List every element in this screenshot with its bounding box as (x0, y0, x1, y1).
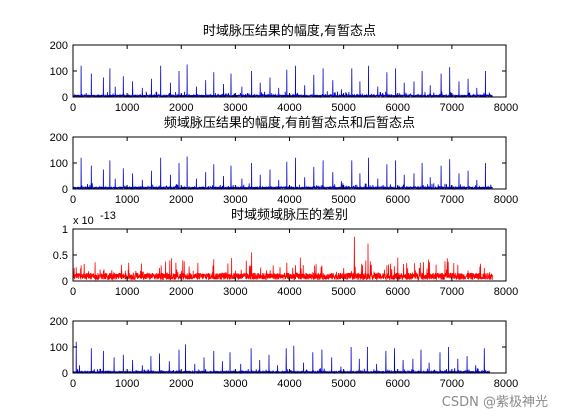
subplot-title: 时域脉压结果的幅度,有暂态点 (203, 23, 376, 39)
x-tick-label: 8000 (494, 378, 518, 390)
x-tick-label: 6000 (386, 286, 410, 298)
x-tick-label: 5000 (331, 194, 355, 206)
axes-box (72, 136, 507, 190)
x-tick-label: 5000 (331, 378, 355, 390)
x-tick-label: 8000 (494, 102, 518, 114)
axes-box (72, 228, 507, 282)
data-series-line (72, 236, 493, 282)
x-tick-label: 3000 (223, 286, 247, 298)
x-tick-label: 4000 (277, 102, 301, 114)
x-tick-label: 4000 (277, 286, 301, 298)
x-tick-label: 6000 (386, 194, 410, 206)
x-tick-label: 7000 (440, 194, 464, 206)
y-tick-label: 100 (50, 342, 68, 354)
data-series-line (72, 341, 490, 375)
x-tick-label: 5000 (331, 286, 355, 298)
x-tick-label: 8000 (494, 286, 518, 298)
x-tick-label: 1000 (115, 194, 139, 206)
x-tick-label: 0 (70, 102, 76, 114)
x-tick-label: 0 (70, 194, 76, 206)
x-tick-label: 6000 (386, 378, 410, 390)
y-tick-label: 100 (50, 158, 68, 170)
y-tick-label: 200 (50, 132, 68, 144)
x-tick-label: 2000 (169, 378, 193, 390)
subplot-3: 0 1000 2000 3000 4000 5000 6000 7000 8000 0 0.5 1 x … (53, 207, 519, 298)
x-tick-label: 8000 (494, 194, 518, 206)
x-tick-label: 1000 (115, 378, 139, 390)
x-tick-label: 7000 (440, 102, 464, 114)
subplot-title: 时域频域脉压的差别 (231, 207, 348, 223)
subplot-1: 0 1000 2000 3000 4000 5000 6000 7000 8000 0 100 200… (50, 23, 519, 114)
x-tick-label: 3000 (223, 102, 247, 114)
subplot-title: 频域脉压结果的幅度,有前暂态点和后暂态点 (164, 115, 415, 131)
x-tick-label: 6000 (386, 102, 410, 114)
subplot-2: 0 1000 2000 3000 4000 5000 6000 7000 8000 0 100 200… (50, 115, 519, 206)
axes-box (72, 320, 507, 374)
watermark: CSDN @紫极神光 (442, 395, 548, 410)
subplot-4: 0 1000 2000 3000 4000 5000 6000 7000 8000 0 100 200 (50, 316, 519, 390)
x-tick-label: 2000 (169, 102, 193, 114)
y-tick-label: 0 (62, 92, 68, 104)
x-tick-label: 2000 (169, 194, 193, 206)
x-tick-label: 4000 (277, 378, 301, 390)
x-tick-label: 7000 (440, 286, 464, 298)
y-tick-label: 200 (50, 40, 68, 52)
axes-box (72, 44, 507, 98)
y-tick-label: 100 (50, 66, 68, 78)
y-tick-label: 1 (62, 224, 68, 236)
y-tick-label: 200 (50, 316, 68, 328)
x-tick-label: 7000 (440, 378, 464, 390)
x-tick-label: 0 (70, 378, 76, 390)
x-tick-label: 0 (70, 286, 76, 298)
y-tick-label: 0 (62, 368, 68, 380)
y-tick-label: 0.5 (53, 250, 68, 262)
y-tick-label: 0 (62, 276, 68, 288)
x-tick-label: 1000 (115, 102, 139, 114)
y-exponent-power: -13 (100, 210, 116, 222)
data-series-line (72, 64, 493, 99)
data-series-line (72, 156, 493, 191)
x-tick-label: 5000 (331, 102, 355, 114)
y-exponent-label: x 10 (73, 215, 94, 227)
x-tick-label: 1000 (115, 286, 139, 298)
x-tick-label: 3000 (223, 194, 247, 206)
y-tick-label: 0 (62, 184, 68, 196)
x-tick-label: 2000 (169, 286, 193, 298)
x-tick-label: 3000 (223, 378, 247, 390)
x-tick-label: 4000 (277, 194, 301, 206)
